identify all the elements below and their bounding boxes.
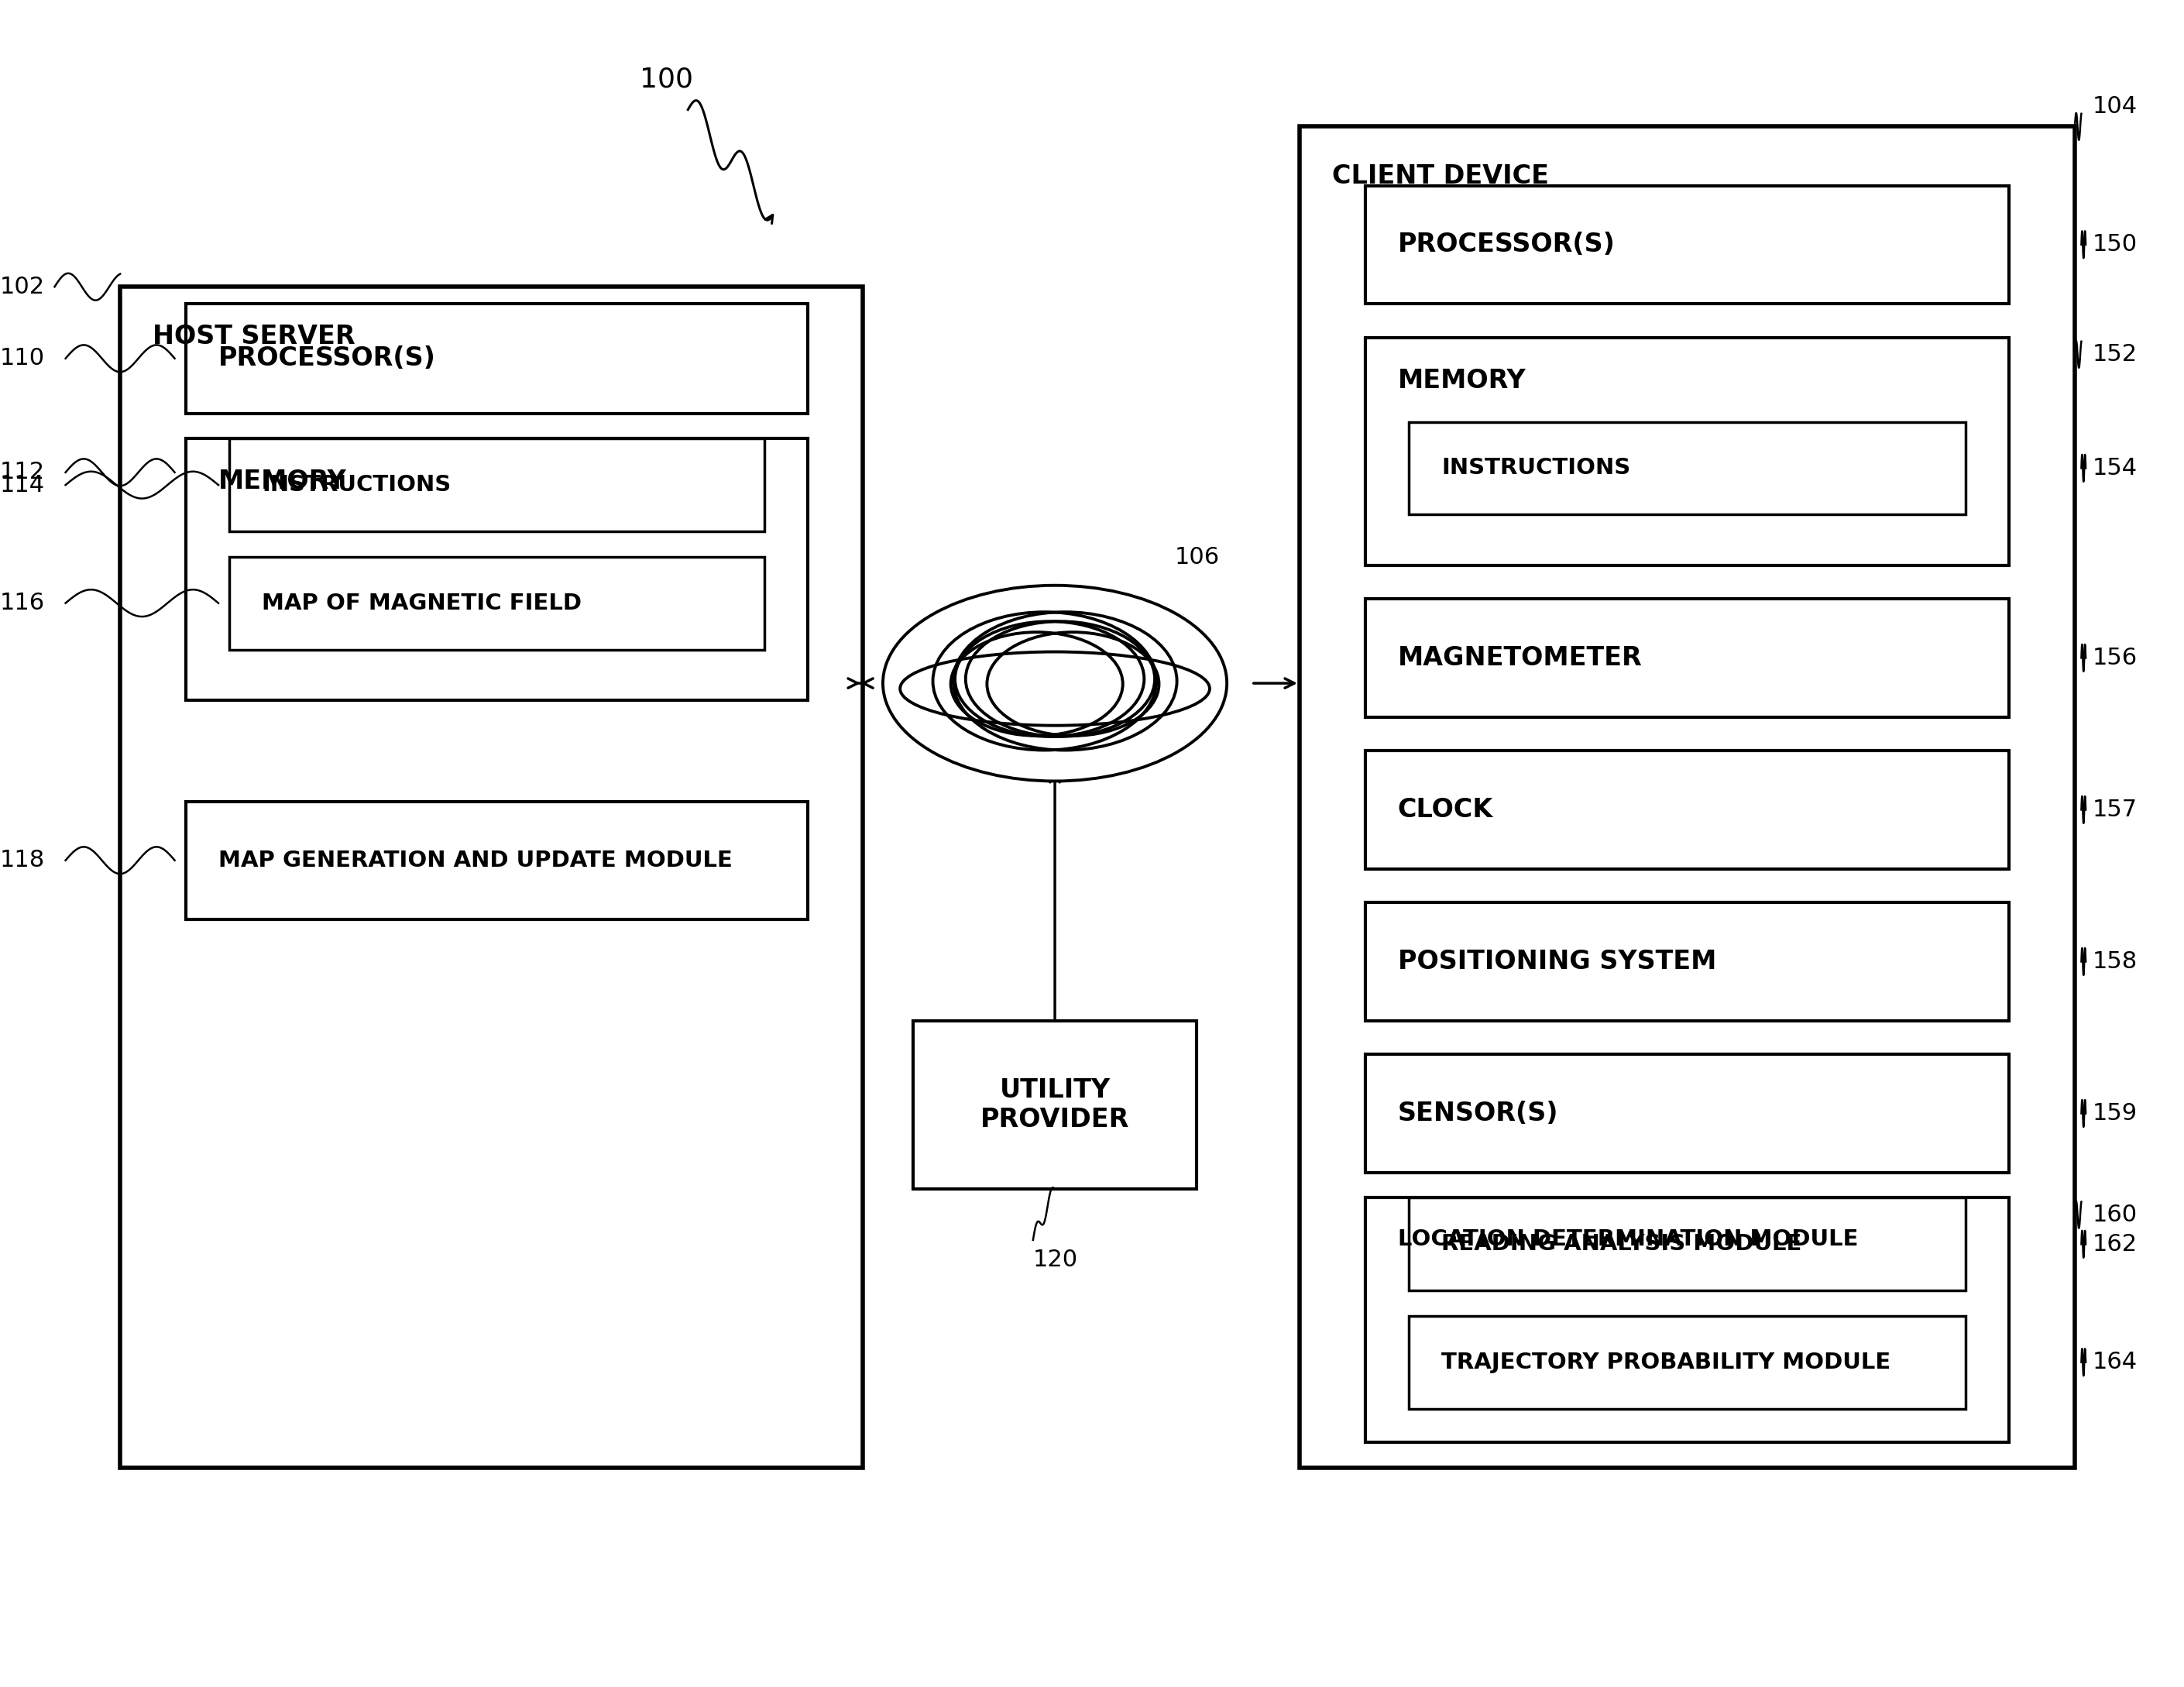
Bar — [229, 439, 764, 531]
Ellipse shape — [950, 633, 1123, 736]
Bar — [1365, 186, 2009, 304]
Text: INSTRUCTIONS: INSTRUCTIONS — [262, 474, 452, 496]
Bar — [1365, 1198, 2009, 1442]
Ellipse shape — [952, 612, 1177, 751]
Text: 154: 154 — [2092, 457, 2138, 479]
Bar — [1409, 422, 1966, 515]
Ellipse shape — [987, 633, 1160, 736]
Bar — [186, 304, 808, 413]
Text: MAP GENERATION AND UPDATE MODULE: MAP GENERATION AND UPDATE MODULE — [218, 850, 732, 870]
Text: 157: 157 — [2092, 798, 2138, 822]
Text: 158: 158 — [2092, 950, 2138, 973]
Text: 104: 104 — [2092, 96, 2138, 118]
Text: 102: 102 — [0, 275, 46, 299]
Bar — [186, 439, 808, 700]
Bar — [1365, 751, 2009, 869]
Ellipse shape — [965, 621, 1155, 737]
Bar — [1365, 599, 2009, 717]
Bar — [1409, 1198, 1966, 1291]
Text: 118: 118 — [0, 849, 46, 872]
Text: MEMORY: MEMORY — [1398, 368, 1527, 393]
Bar — [1365, 903, 2009, 1021]
Text: SENSOR(S): SENSOR(S) — [1398, 1100, 1559, 1127]
Bar — [229, 557, 764, 649]
Bar — [186, 801, 808, 919]
Bar — [913, 1021, 1197, 1189]
Text: 152: 152 — [2092, 342, 2138, 366]
Text: 116: 116 — [0, 592, 46, 614]
Text: 110: 110 — [0, 348, 46, 369]
Bar — [1365, 337, 2009, 565]
Text: UTILITY
PROVIDER: UTILITY PROVIDER — [981, 1078, 1129, 1132]
Text: 156: 156 — [2092, 646, 2138, 670]
Text: 164: 164 — [2092, 1351, 2138, 1373]
Text: TRAJECTORY PROBABILITY MODULE: TRAJECTORY PROBABILITY MODULE — [1441, 1351, 1891, 1373]
Text: MAP OF MAGNETIC FIELD: MAP OF MAGNETIC FIELD — [262, 592, 581, 614]
Text: PROCESSOR(S): PROCESSOR(S) — [218, 346, 437, 371]
Bar — [1365, 1054, 2009, 1172]
Bar — [120, 287, 863, 1468]
Text: MAGNETOMETER: MAGNETOMETER — [1398, 644, 1642, 671]
Ellipse shape — [933, 612, 1158, 751]
Text: 160: 160 — [2092, 1203, 2138, 1226]
Text: 106: 106 — [1175, 547, 1221, 569]
Ellipse shape — [954, 621, 1144, 737]
Bar — [1299, 127, 2075, 1468]
Ellipse shape — [900, 651, 1210, 725]
Text: POSITIONING SYSTEM: POSITIONING SYSTEM — [1398, 948, 1717, 975]
Text: READING ANALYSIS MODULE: READING ANALYSIS MODULE — [1441, 1233, 1802, 1255]
Text: 162: 162 — [2092, 1233, 2138, 1255]
Ellipse shape — [882, 585, 1227, 781]
Text: 150: 150 — [2092, 233, 2138, 256]
Bar — [1409, 1316, 1966, 1409]
Text: CLIENT DEVICE: CLIENT DEVICE — [1332, 164, 1548, 189]
Text: LOCATION DETERMINATION MODULE: LOCATION DETERMINATION MODULE — [1398, 1228, 1859, 1250]
Text: INSTRUCTIONS: INSTRUCTIONS — [1441, 457, 1631, 479]
Text: HOST SERVER: HOST SERVER — [153, 324, 356, 349]
Text: 114: 114 — [0, 474, 46, 496]
Text: MEMORY: MEMORY — [218, 469, 347, 494]
Text: PROCESSOR(S): PROCESSOR(S) — [1398, 231, 1616, 258]
Text: 159: 159 — [2092, 1102, 2138, 1125]
Text: CLOCK: CLOCK — [1398, 796, 1494, 823]
Text: 112: 112 — [0, 461, 46, 484]
Text: 100: 100 — [640, 66, 692, 93]
Text: 120: 120 — [1033, 1248, 1079, 1270]
